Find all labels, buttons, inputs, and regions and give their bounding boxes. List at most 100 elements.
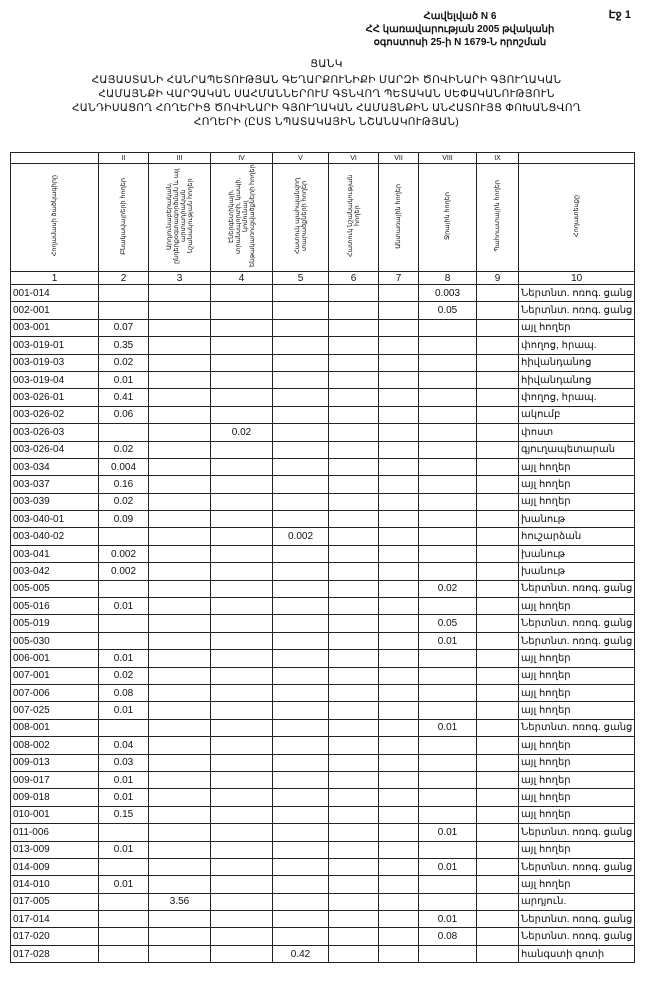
area-cell: [272, 510, 329, 529]
code-cell: 005-016: [10, 597, 99, 616]
land-type-cell: այլ հողեր: [517, 788, 636, 807]
header-row: Հողամասի ծածկագիրը Բնակավայրերի հողեր Արդյ…: [10, 163, 636, 272]
area-cell: [328, 857, 379, 877]
land-type-cell: այլ հողեր: [517, 840, 636, 859]
area-cell: [272, 683, 329, 703]
area-cell: [328, 336, 379, 355]
area-cell: [418, 370, 477, 390]
roman-cell: IX: [476, 152, 519, 164]
data-row: 008-002 0.04 այլ հողեր: [10, 736, 636, 755]
area-cell: [476, 718, 519, 738]
data-row: 007-006 0.08 այլ հողեր: [10, 683, 636, 703]
code-cell: 003-019-03: [10, 353, 99, 372]
area-cell: [148, 718, 211, 738]
area-cell: [272, 910, 329, 929]
column-header-text: Էներգետիկայի, տրանսպորտի, կապի, կոմունալ…: [227, 164, 256, 268]
land-type-cell: փողոց, հրապ.: [517, 388, 636, 407]
area-cell: [378, 770, 419, 790]
area-cell: [418, 701, 477, 720]
area-cell: [476, 649, 519, 668]
area-cell: [476, 405, 519, 425]
area-cell: [476, 910, 519, 929]
area-cell: [210, 840, 273, 859]
area-cell: [210, 823, 273, 842]
title: ՑԱՆԿ ՀԱՅԱՍՏԱՆԻ ՀԱՆՐԱՊԵՏՈՒԹՅԱՆ ԳԵՂԱՐՔՈՒՆԻ…: [0, 57, 653, 129]
area-cell: [328, 683, 379, 703]
code-cell: 009-017: [10, 770, 99, 790]
land-type-cell: այլ հողեր: [517, 666, 636, 685]
code-cell: 003-026-04: [10, 440, 99, 459]
land-type-cell: այլ հողեր: [517, 736, 636, 755]
data-row: 011-006 0.01 Ներտնտ. ոռոգ. ցանց: [10, 823, 636, 842]
area-cell: [476, 701, 519, 720]
area-cell: [148, 440, 211, 459]
area-cell: [148, 475, 211, 494]
area-cell: [476, 440, 519, 459]
column-header-text: Ջրային հողեր: [444, 192, 451, 240]
area-cell: [328, 649, 379, 668]
area-cell: [378, 718, 419, 738]
area-cell: 0.05: [418, 614, 477, 633]
area-cell: [378, 910, 419, 929]
area-cell: [98, 910, 149, 929]
area-cell: [98, 423, 149, 442]
area-cell: [328, 701, 379, 720]
code-cell: 017-005: [10, 892, 99, 912]
area-cell: [148, 927, 211, 946]
area-cell: [210, 857, 273, 877]
area-cell: [476, 544, 519, 564]
area-cell: 0.01: [98, 597, 149, 616]
area-cell: [210, 753, 273, 772]
area-cell: 0.01: [98, 840, 149, 859]
area-cell: [476, 753, 519, 772]
area-cell: [378, 440, 419, 459]
area-cell: [476, 492, 519, 512]
area-cell: [476, 631, 519, 651]
area-cell: [272, 440, 329, 459]
area-cell: [210, 405, 273, 425]
area-cell: [272, 597, 329, 616]
area-cell: [418, 353, 477, 372]
area-cell: [272, 666, 329, 685]
annex-line: Հավելված N 6: [423, 11, 497, 22]
column-number: 7: [378, 271, 419, 285]
area-cell: [418, 405, 477, 425]
area-cell: [378, 736, 419, 755]
roman-cell: IV: [210, 152, 273, 164]
land-type-cell: արդյուն.: [517, 892, 636, 912]
area-cell: [272, 927, 329, 946]
area-cell: [210, 527, 273, 546]
area-cell: [378, 805, 419, 825]
area-cell: [148, 770, 211, 790]
land-type-cell: այլ հողեր: [517, 457, 636, 477]
area-cell: [148, 562, 211, 581]
annex-line: օգոստոսի 25-ի N 1679-Ն որոշման: [373, 37, 547, 48]
code-cell: 014-010: [10, 875, 99, 894]
area-cell: [418, 388, 477, 407]
area-cell: [210, 475, 273, 494]
column-header: Էներգետիկայի, տրանսպորտի, կապի, կոմունալ…: [210, 163, 273, 272]
area-cell: [328, 944, 379, 964]
area-cell: [98, 301, 149, 320]
data-row: 003-019-04 0.01 հիվանդանոց: [10, 370, 636, 390]
land-type-cell: այլ հողեր: [517, 318, 636, 338]
land-type-cell: այլ հողեր: [517, 475, 636, 494]
area-cell: 0.01: [98, 770, 149, 790]
title-line: ՀՈՂԵՐԻ (ԸՍՏ ՆՊԱՏԱԿԱՅԻՆ ՆՇԱՆԱԿՈՒԹՅԱՆ): [193, 116, 460, 128]
title-line: ՑԱՆԿ: [310, 58, 343, 70]
area-cell: [378, 475, 419, 494]
area-cell: [328, 892, 379, 912]
area-cell: [272, 405, 329, 425]
area-cell: 0.002: [98, 562, 149, 581]
data-row: 003-026-02 0.06 ակումբ: [10, 405, 636, 425]
area-cell: [272, 701, 329, 720]
area-cell: [148, 492, 211, 512]
land-type-cell: փողոց, հրապ.: [517, 336, 636, 355]
page-number: Էջ 1: [608, 9, 631, 21]
area-cell: [378, 492, 419, 512]
area-cell: [476, 840, 519, 859]
area-cell: [418, 683, 477, 703]
area-cell: [210, 562, 273, 581]
area-cell: [476, 788, 519, 807]
